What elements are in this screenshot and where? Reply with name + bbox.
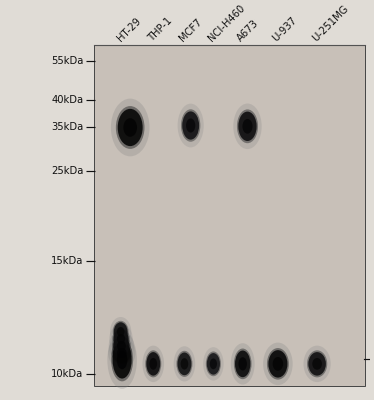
Ellipse shape — [113, 343, 131, 363]
Ellipse shape — [231, 343, 255, 384]
Ellipse shape — [303, 346, 331, 382]
Text: U-251MG: U-251MG — [310, 3, 350, 43]
Ellipse shape — [210, 358, 217, 369]
Ellipse shape — [181, 358, 188, 370]
Ellipse shape — [307, 350, 327, 377]
Ellipse shape — [117, 327, 125, 336]
Text: THP-1: THP-1 — [146, 16, 174, 43]
Ellipse shape — [117, 334, 125, 344]
Ellipse shape — [178, 352, 191, 375]
Ellipse shape — [269, 350, 288, 378]
Ellipse shape — [234, 348, 252, 379]
Ellipse shape — [242, 119, 252, 134]
Ellipse shape — [263, 342, 293, 385]
Ellipse shape — [182, 112, 199, 140]
Ellipse shape — [111, 99, 150, 156]
Ellipse shape — [110, 317, 131, 346]
Ellipse shape — [203, 347, 224, 380]
Ellipse shape — [186, 118, 195, 132]
Ellipse shape — [142, 346, 164, 382]
Ellipse shape — [108, 337, 135, 368]
Ellipse shape — [178, 104, 204, 147]
Ellipse shape — [206, 352, 221, 376]
Bar — [94, 45, 365, 386]
Text: MCF7: MCF7 — [177, 16, 204, 43]
Ellipse shape — [181, 109, 200, 142]
Text: 25kDa: 25kDa — [51, 166, 83, 176]
Ellipse shape — [123, 118, 137, 137]
Ellipse shape — [237, 109, 258, 143]
Ellipse shape — [308, 352, 326, 376]
Ellipse shape — [117, 351, 128, 369]
Ellipse shape — [117, 341, 126, 351]
Ellipse shape — [118, 109, 142, 146]
Ellipse shape — [267, 348, 289, 380]
Ellipse shape — [116, 106, 144, 149]
Ellipse shape — [238, 112, 257, 141]
Ellipse shape — [174, 346, 195, 382]
Ellipse shape — [177, 351, 193, 377]
Ellipse shape — [207, 353, 220, 375]
Ellipse shape — [112, 334, 131, 357]
Ellipse shape — [114, 322, 128, 341]
Text: A673: A673 — [236, 18, 261, 43]
Ellipse shape — [150, 358, 157, 370]
Ellipse shape — [312, 358, 322, 370]
Ellipse shape — [111, 341, 132, 364]
Ellipse shape — [113, 329, 129, 348]
Ellipse shape — [233, 104, 262, 149]
Ellipse shape — [109, 324, 133, 354]
Ellipse shape — [235, 350, 251, 377]
Text: 40kDa: 40kDa — [51, 95, 83, 105]
Ellipse shape — [113, 336, 129, 356]
Text: NCI-H460: NCI-H460 — [206, 3, 247, 43]
Ellipse shape — [273, 357, 283, 371]
Ellipse shape — [146, 352, 160, 376]
Ellipse shape — [109, 330, 134, 361]
Text: 35kDa: 35kDa — [51, 122, 83, 132]
Ellipse shape — [113, 341, 132, 378]
Text: 10kDa: 10kDa — [51, 370, 83, 380]
Ellipse shape — [111, 338, 133, 381]
Text: U-937: U-937 — [271, 15, 299, 43]
Ellipse shape — [239, 357, 247, 370]
Text: 55kDa: 55kDa — [51, 56, 83, 66]
Text: 15kDa: 15kDa — [51, 256, 83, 266]
Ellipse shape — [112, 328, 130, 350]
Ellipse shape — [117, 348, 127, 358]
Ellipse shape — [107, 331, 137, 389]
Text: HT-29: HT-29 — [115, 16, 142, 43]
Ellipse shape — [145, 350, 161, 377]
Ellipse shape — [113, 321, 129, 343]
